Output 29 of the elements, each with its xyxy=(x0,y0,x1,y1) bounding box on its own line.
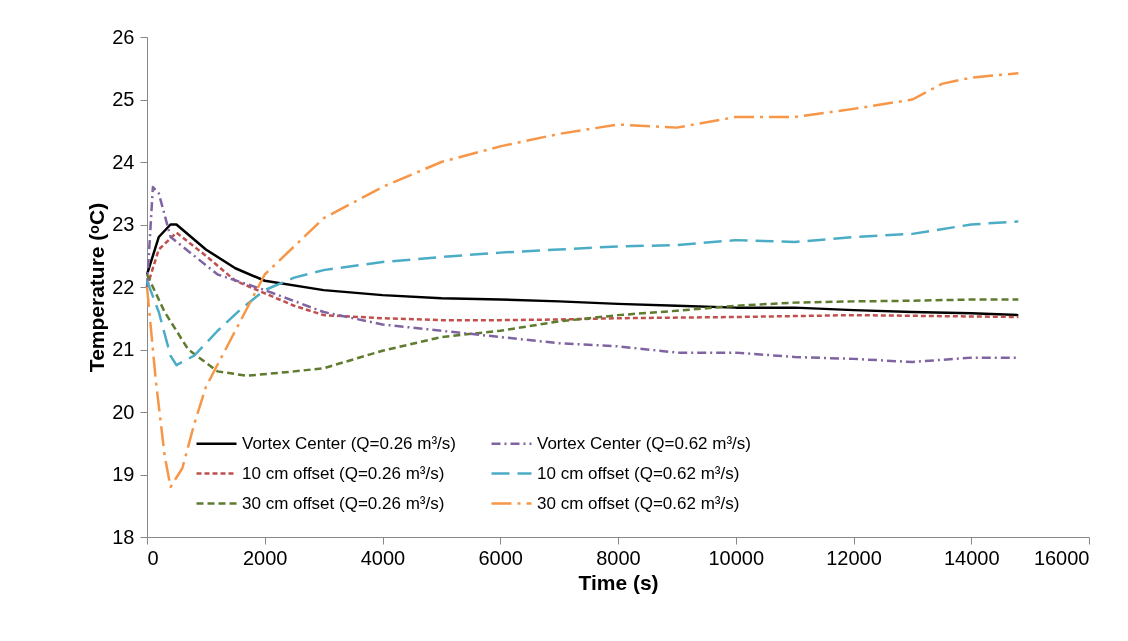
y-tick-label: 23 xyxy=(112,213,135,235)
x-tick-label: 16000 xyxy=(1033,546,1090,569)
y-tick-label: 20 xyxy=(112,400,135,423)
x-tick-label: 6000 xyxy=(478,546,523,569)
x-tick-label: 14000 xyxy=(943,546,1000,569)
legend-label: 30 cm offset (Q=0.62 m³/s) xyxy=(537,493,740,513)
y-tick-label: 18 xyxy=(112,525,135,548)
legend-label: 10 cm offset (Q=0.26 m³/s) xyxy=(242,463,445,483)
y-tick-label: 19 xyxy=(112,463,135,485)
x-tick-label: 0 xyxy=(147,546,159,569)
x-tick-label: 10000 xyxy=(708,546,765,569)
y-tick-label: 25 xyxy=(112,88,135,110)
y-tick-label: 21 xyxy=(112,338,135,360)
y-axis-title: Temperature (ᵒC) xyxy=(85,202,109,373)
line-series xyxy=(145,273,1020,377)
x-tick-label: 4000 xyxy=(360,546,406,569)
x-tick-label: 8000 xyxy=(596,546,641,569)
x-axis-title: Time (s) xyxy=(578,570,659,594)
legend-label: 10 cm offset (Q=0.62 m³/s) xyxy=(537,463,740,483)
legend-label: Vortex Center (Q=0.62 m³/s) xyxy=(537,433,751,453)
legend-label: 30 cm offset (Q=0.26 m³/s) xyxy=(242,493,445,513)
y-tick-label: 22 xyxy=(112,275,135,298)
legend-label: Vortex Center (Q=0.26 m³/s) xyxy=(242,433,456,453)
line-series xyxy=(145,220,1020,367)
x-tick-label: 2000 xyxy=(243,546,288,569)
line-series xyxy=(145,72,1020,489)
x-tick-label: 12000 xyxy=(826,546,882,569)
y-tick-label: 26 xyxy=(112,25,135,48)
y-tick-label: 24 xyxy=(112,150,135,173)
